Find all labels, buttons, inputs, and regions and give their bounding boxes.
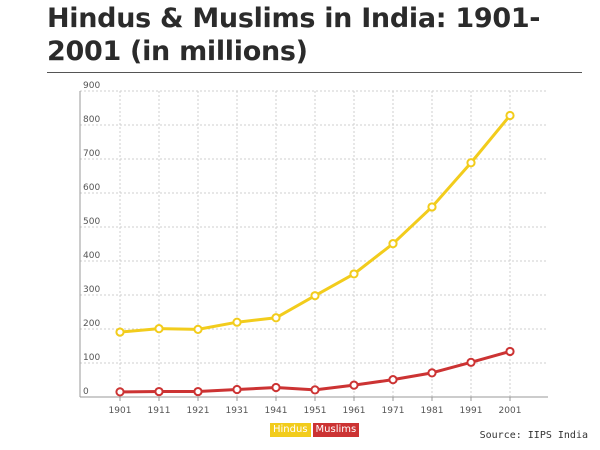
x-tick-label: 1901 — [109, 406, 132, 416]
data-point-muslims[interactable] — [388, 375, 398, 385]
legend-item-hindus[interactable]: Hindus — [270, 423, 311, 437]
y-tick-label: 300 — [83, 285, 100, 295]
y-tick-label: 600 — [83, 183, 100, 193]
data-point-muslims[interactable] — [505, 346, 515, 357]
title-divider — [47, 72, 582, 73]
x-tick-labels: 1901 1911 1921 1931 1941 1951 1961 1971 1981 1991… — [109, 406, 522, 416]
y-tick-label: 0 — [83, 387, 89, 397]
axes — [79, 91, 548, 401]
y-tick-label: 200 — [83, 319, 100, 329]
series-lines — [115, 110, 515, 397]
x-tick-label: 1921 — [187, 406, 210, 416]
source-note: Source: IIPS India — [479, 430, 588, 441]
y-tick-label: 700 — [83, 149, 100, 159]
data-point-hindus[interactable] — [310, 291, 320, 301]
x-tick-label: 1981 — [421, 406, 444, 416]
x-tick-label: 1911 — [148, 406, 171, 416]
data-point-muslims[interactable] — [271, 382, 281, 393]
data-point-muslims[interactable] — [310, 385, 320, 395]
data-point-muslims[interactable] — [466, 357, 476, 367]
legend-item-muslims[interactable]: Muslims — [312, 423, 360, 437]
data-point-hindus[interactable] — [154, 324, 164, 334]
x-tick-label: 1941 — [265, 406, 288, 416]
y-tick-label: 500 — [83, 217, 100, 227]
data-point-hindus[interactable] — [349, 269, 359, 279]
data-point-muslims[interactable] — [232, 384, 242, 395]
data-point-hindus[interactable] — [193, 324, 203, 334]
data-point-hindus[interactable] — [232, 317, 242, 327]
data-point-hindus[interactable] — [427, 202, 437, 212]
chart-title: Hindus & Muslims in India: 1901-2001 (in… — [47, 3, 541, 67]
data-point-muslims[interactable] — [193, 386, 203, 397]
y-tick-label: 900 — [83, 81, 100, 91]
x-tick-label: 1951 — [304, 406, 327, 416]
x-tick-label: 1961 — [343, 406, 366, 416]
x-tick-label: 1971 — [382, 406, 405, 416]
data-point-hindus[interactable] — [271, 313, 281, 323]
series-hindus — [115, 110, 515, 337]
grid-lines — [80, 90, 548, 397]
legend: Hindus Muslims — [270, 423, 360, 437]
data-point-muslims[interactable] — [427, 368, 437, 378]
data-point-hindus[interactable] — [505, 110, 515, 121]
data-point-muslims[interactable] — [349, 380, 359, 390]
data-point-hindus[interactable] — [466, 158, 476, 168]
data-point-hindus[interactable] — [388, 239, 398, 249]
data-point-muslims[interactable] — [154, 386, 164, 397]
x-tick-label: 2001 — [499, 406, 522, 416]
x-tick-label: 1931 — [226, 406, 249, 416]
series-muslims — [115, 346, 515, 397]
y-tick-labels: 0 100 200 300 400 500 600 700 800 900 — [83, 81, 100, 397]
y-tick-label: 400 — [83, 251, 100, 261]
x-tick-label: 1991 — [460, 406, 483, 416]
data-point-muslims[interactable] — [115, 387, 125, 397]
y-tick-label: 800 — [83, 115, 100, 125]
y-tick-label: 100 — [83, 353, 100, 363]
data-point-hindus[interactable] — [115, 327, 125, 337]
